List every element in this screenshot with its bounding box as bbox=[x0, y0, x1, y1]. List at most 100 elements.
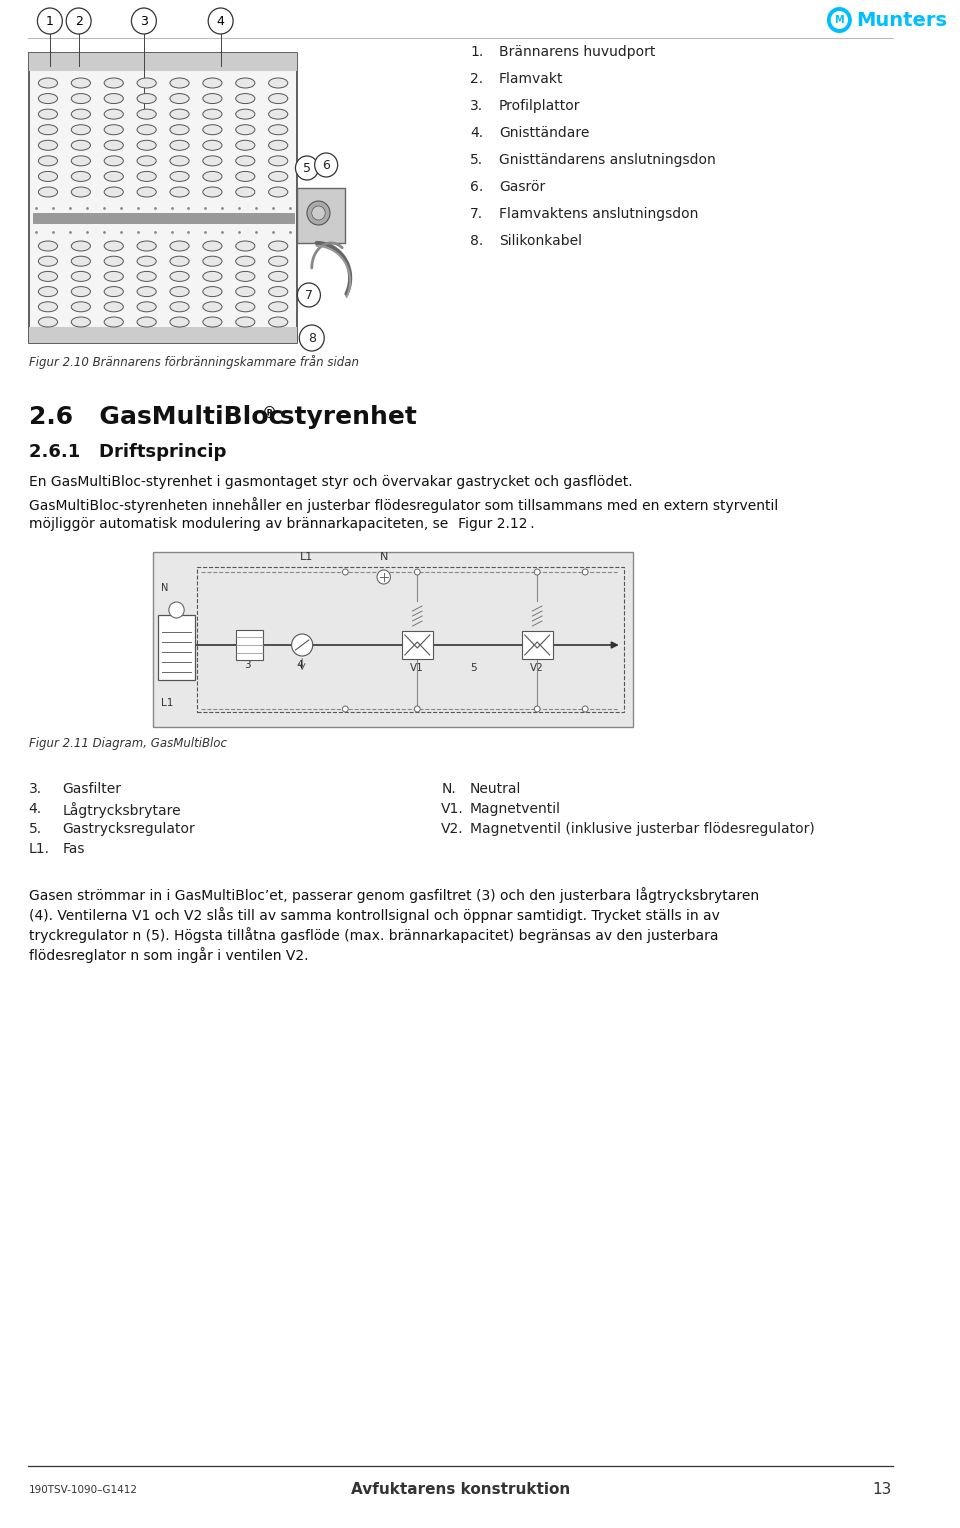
Ellipse shape bbox=[170, 93, 189, 104]
Circle shape bbox=[535, 568, 540, 575]
Circle shape bbox=[300, 325, 324, 351]
Ellipse shape bbox=[137, 257, 156, 266]
Ellipse shape bbox=[71, 156, 90, 167]
Ellipse shape bbox=[137, 93, 156, 104]
Circle shape bbox=[583, 706, 588, 712]
Ellipse shape bbox=[170, 141, 189, 150]
Bar bbox=[33, 212, 294, 223]
Circle shape bbox=[377, 570, 391, 584]
Ellipse shape bbox=[203, 141, 222, 150]
Ellipse shape bbox=[269, 93, 288, 104]
Text: 6.: 6. bbox=[470, 180, 483, 194]
Ellipse shape bbox=[170, 241, 189, 251]
Ellipse shape bbox=[38, 156, 58, 167]
Ellipse shape bbox=[203, 241, 222, 251]
Text: 8.: 8. bbox=[470, 234, 483, 248]
Ellipse shape bbox=[104, 316, 123, 327]
Circle shape bbox=[298, 283, 321, 307]
Ellipse shape bbox=[203, 257, 222, 266]
Text: ®: ® bbox=[262, 406, 277, 422]
Ellipse shape bbox=[38, 171, 58, 182]
Bar bbox=[29, 327, 298, 342]
Ellipse shape bbox=[38, 316, 58, 327]
Ellipse shape bbox=[104, 303, 123, 312]
Ellipse shape bbox=[104, 108, 123, 119]
Ellipse shape bbox=[203, 171, 222, 182]
Ellipse shape bbox=[38, 93, 58, 104]
Ellipse shape bbox=[104, 141, 123, 150]
Bar bbox=[197, 567, 624, 712]
Text: Figur 2.10 Brännarens förbränningskammare från sidan: Figur 2.10 Brännarens förbränningskammar… bbox=[29, 354, 359, 368]
Text: Gnisttändarens anslutningsdon: Gnisttändarens anslutningsdon bbox=[499, 153, 715, 167]
Text: L1.: L1. bbox=[29, 842, 50, 856]
Text: flödesreglator n som ingår i ventilen V2.: flödesreglator n som ingår i ventilen V2… bbox=[29, 947, 308, 963]
Text: V2.: V2. bbox=[442, 822, 464, 836]
Text: N: N bbox=[379, 552, 388, 562]
Text: N: N bbox=[161, 584, 169, 593]
Ellipse shape bbox=[236, 108, 255, 119]
Ellipse shape bbox=[137, 186, 156, 197]
Ellipse shape bbox=[236, 171, 255, 182]
Text: 3: 3 bbox=[140, 14, 148, 28]
Text: Lågtrycksbrytare: Lågtrycksbrytare bbox=[62, 802, 181, 817]
Ellipse shape bbox=[71, 303, 90, 312]
Text: Silikonkabel: Silikonkabel bbox=[499, 234, 582, 248]
Ellipse shape bbox=[269, 125, 288, 134]
Circle shape bbox=[535, 706, 540, 712]
Text: 6: 6 bbox=[323, 159, 330, 171]
Ellipse shape bbox=[203, 108, 222, 119]
Circle shape bbox=[827, 8, 852, 34]
Ellipse shape bbox=[71, 125, 90, 134]
Ellipse shape bbox=[137, 303, 156, 312]
Text: styrenhet: styrenhet bbox=[271, 405, 417, 429]
Ellipse shape bbox=[203, 316, 222, 327]
Ellipse shape bbox=[170, 316, 189, 327]
Ellipse shape bbox=[203, 156, 222, 167]
Ellipse shape bbox=[104, 272, 123, 281]
Ellipse shape bbox=[71, 257, 90, 266]
Ellipse shape bbox=[203, 287, 222, 296]
Ellipse shape bbox=[71, 93, 90, 104]
Text: 190TSV-1090–G1412: 190TSV-1090–G1412 bbox=[29, 1485, 138, 1494]
Ellipse shape bbox=[38, 241, 58, 251]
Text: L1: L1 bbox=[161, 698, 174, 707]
Text: 5.: 5. bbox=[470, 153, 483, 167]
Ellipse shape bbox=[236, 186, 255, 197]
Text: 3.: 3. bbox=[29, 782, 42, 796]
Ellipse shape bbox=[269, 141, 288, 150]
Text: Brännarens huvudport: Brännarens huvudport bbox=[499, 44, 656, 60]
Ellipse shape bbox=[71, 78, 90, 89]
Text: Profilplattor: Profilplattor bbox=[499, 99, 581, 113]
Ellipse shape bbox=[269, 171, 288, 182]
Text: 13: 13 bbox=[873, 1482, 892, 1497]
Ellipse shape bbox=[137, 78, 156, 89]
Ellipse shape bbox=[71, 241, 90, 251]
Text: 7.: 7. bbox=[470, 206, 483, 222]
Text: Magnetventil: Magnetventil bbox=[470, 802, 561, 816]
Circle shape bbox=[415, 706, 420, 712]
Text: V1: V1 bbox=[410, 663, 423, 672]
Ellipse shape bbox=[269, 108, 288, 119]
Circle shape bbox=[307, 202, 330, 225]
Ellipse shape bbox=[38, 108, 58, 119]
Text: N.: N. bbox=[442, 782, 456, 796]
Ellipse shape bbox=[137, 316, 156, 327]
Ellipse shape bbox=[170, 303, 189, 312]
Text: möjliggör automatisk modulering av brännarkapaciteten, se   Figur 2.12 .: möjliggör automatisk modulering av bränn… bbox=[29, 516, 535, 532]
Text: 2.6   GasMultiBloc: 2.6 GasMultiBloc bbox=[29, 405, 283, 429]
Circle shape bbox=[343, 568, 348, 575]
Ellipse shape bbox=[137, 241, 156, 251]
Text: En GasMultiBloc-styrenhet i gasmontaget styr och övervakar gastrycket och gasflö: En GasMultiBloc-styrenhet i gasmontaget … bbox=[29, 475, 633, 489]
Text: 3.: 3. bbox=[470, 99, 483, 113]
Text: M: M bbox=[834, 15, 844, 24]
Text: Flamvakt: Flamvakt bbox=[499, 72, 564, 86]
Ellipse shape bbox=[269, 156, 288, 167]
Ellipse shape bbox=[104, 125, 123, 134]
Text: Magnetventil (inklusive justerbar flödesregulator): Magnetventil (inklusive justerbar flödes… bbox=[470, 822, 815, 836]
Ellipse shape bbox=[236, 93, 255, 104]
Ellipse shape bbox=[71, 272, 90, 281]
Text: 8: 8 bbox=[308, 332, 316, 344]
Ellipse shape bbox=[137, 171, 156, 182]
Ellipse shape bbox=[104, 257, 123, 266]
Circle shape bbox=[583, 568, 588, 575]
